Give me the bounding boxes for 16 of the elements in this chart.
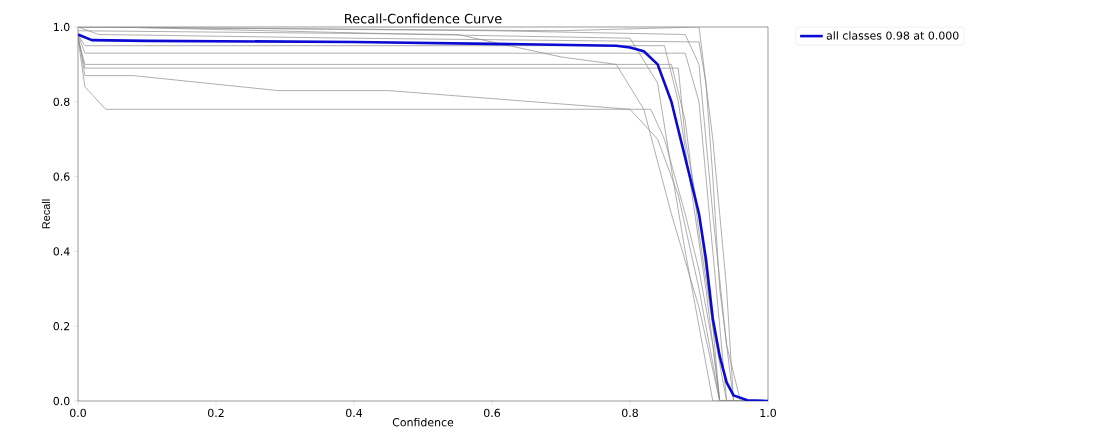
y-tick-label: 1.0 [54, 22, 70, 32]
x-tick-label: 1.0 [760, 408, 776, 418]
x-tick-label: 0.0 [70, 408, 86, 418]
y-tick-label: 0.0 [53, 396, 70, 406]
legend-label: all classes 0.98 at 0.000 [826, 31, 959, 40]
x-tick-label: 0.8 [622, 408, 638, 418]
y-tick-label: 0.8 [53, 97, 70, 106]
x-tick-label: 0.4 [346, 408, 363, 418]
y-tick-label: 0.2 [53, 322, 70, 331]
x-tick-label: 0.6 [484, 408, 501, 418]
x-tick-label: 0.2 [208, 408, 224, 418]
y-tick-label: 0.4 [53, 247, 70, 256]
chart-title: Recall-Confidence Curve [345, 13, 502, 24]
y-tick-label: 0.6 [53, 172, 70, 181]
x-axis-title: Confidence [392, 417, 454, 427]
y-axis-title: Recall [41, 199, 50, 229]
